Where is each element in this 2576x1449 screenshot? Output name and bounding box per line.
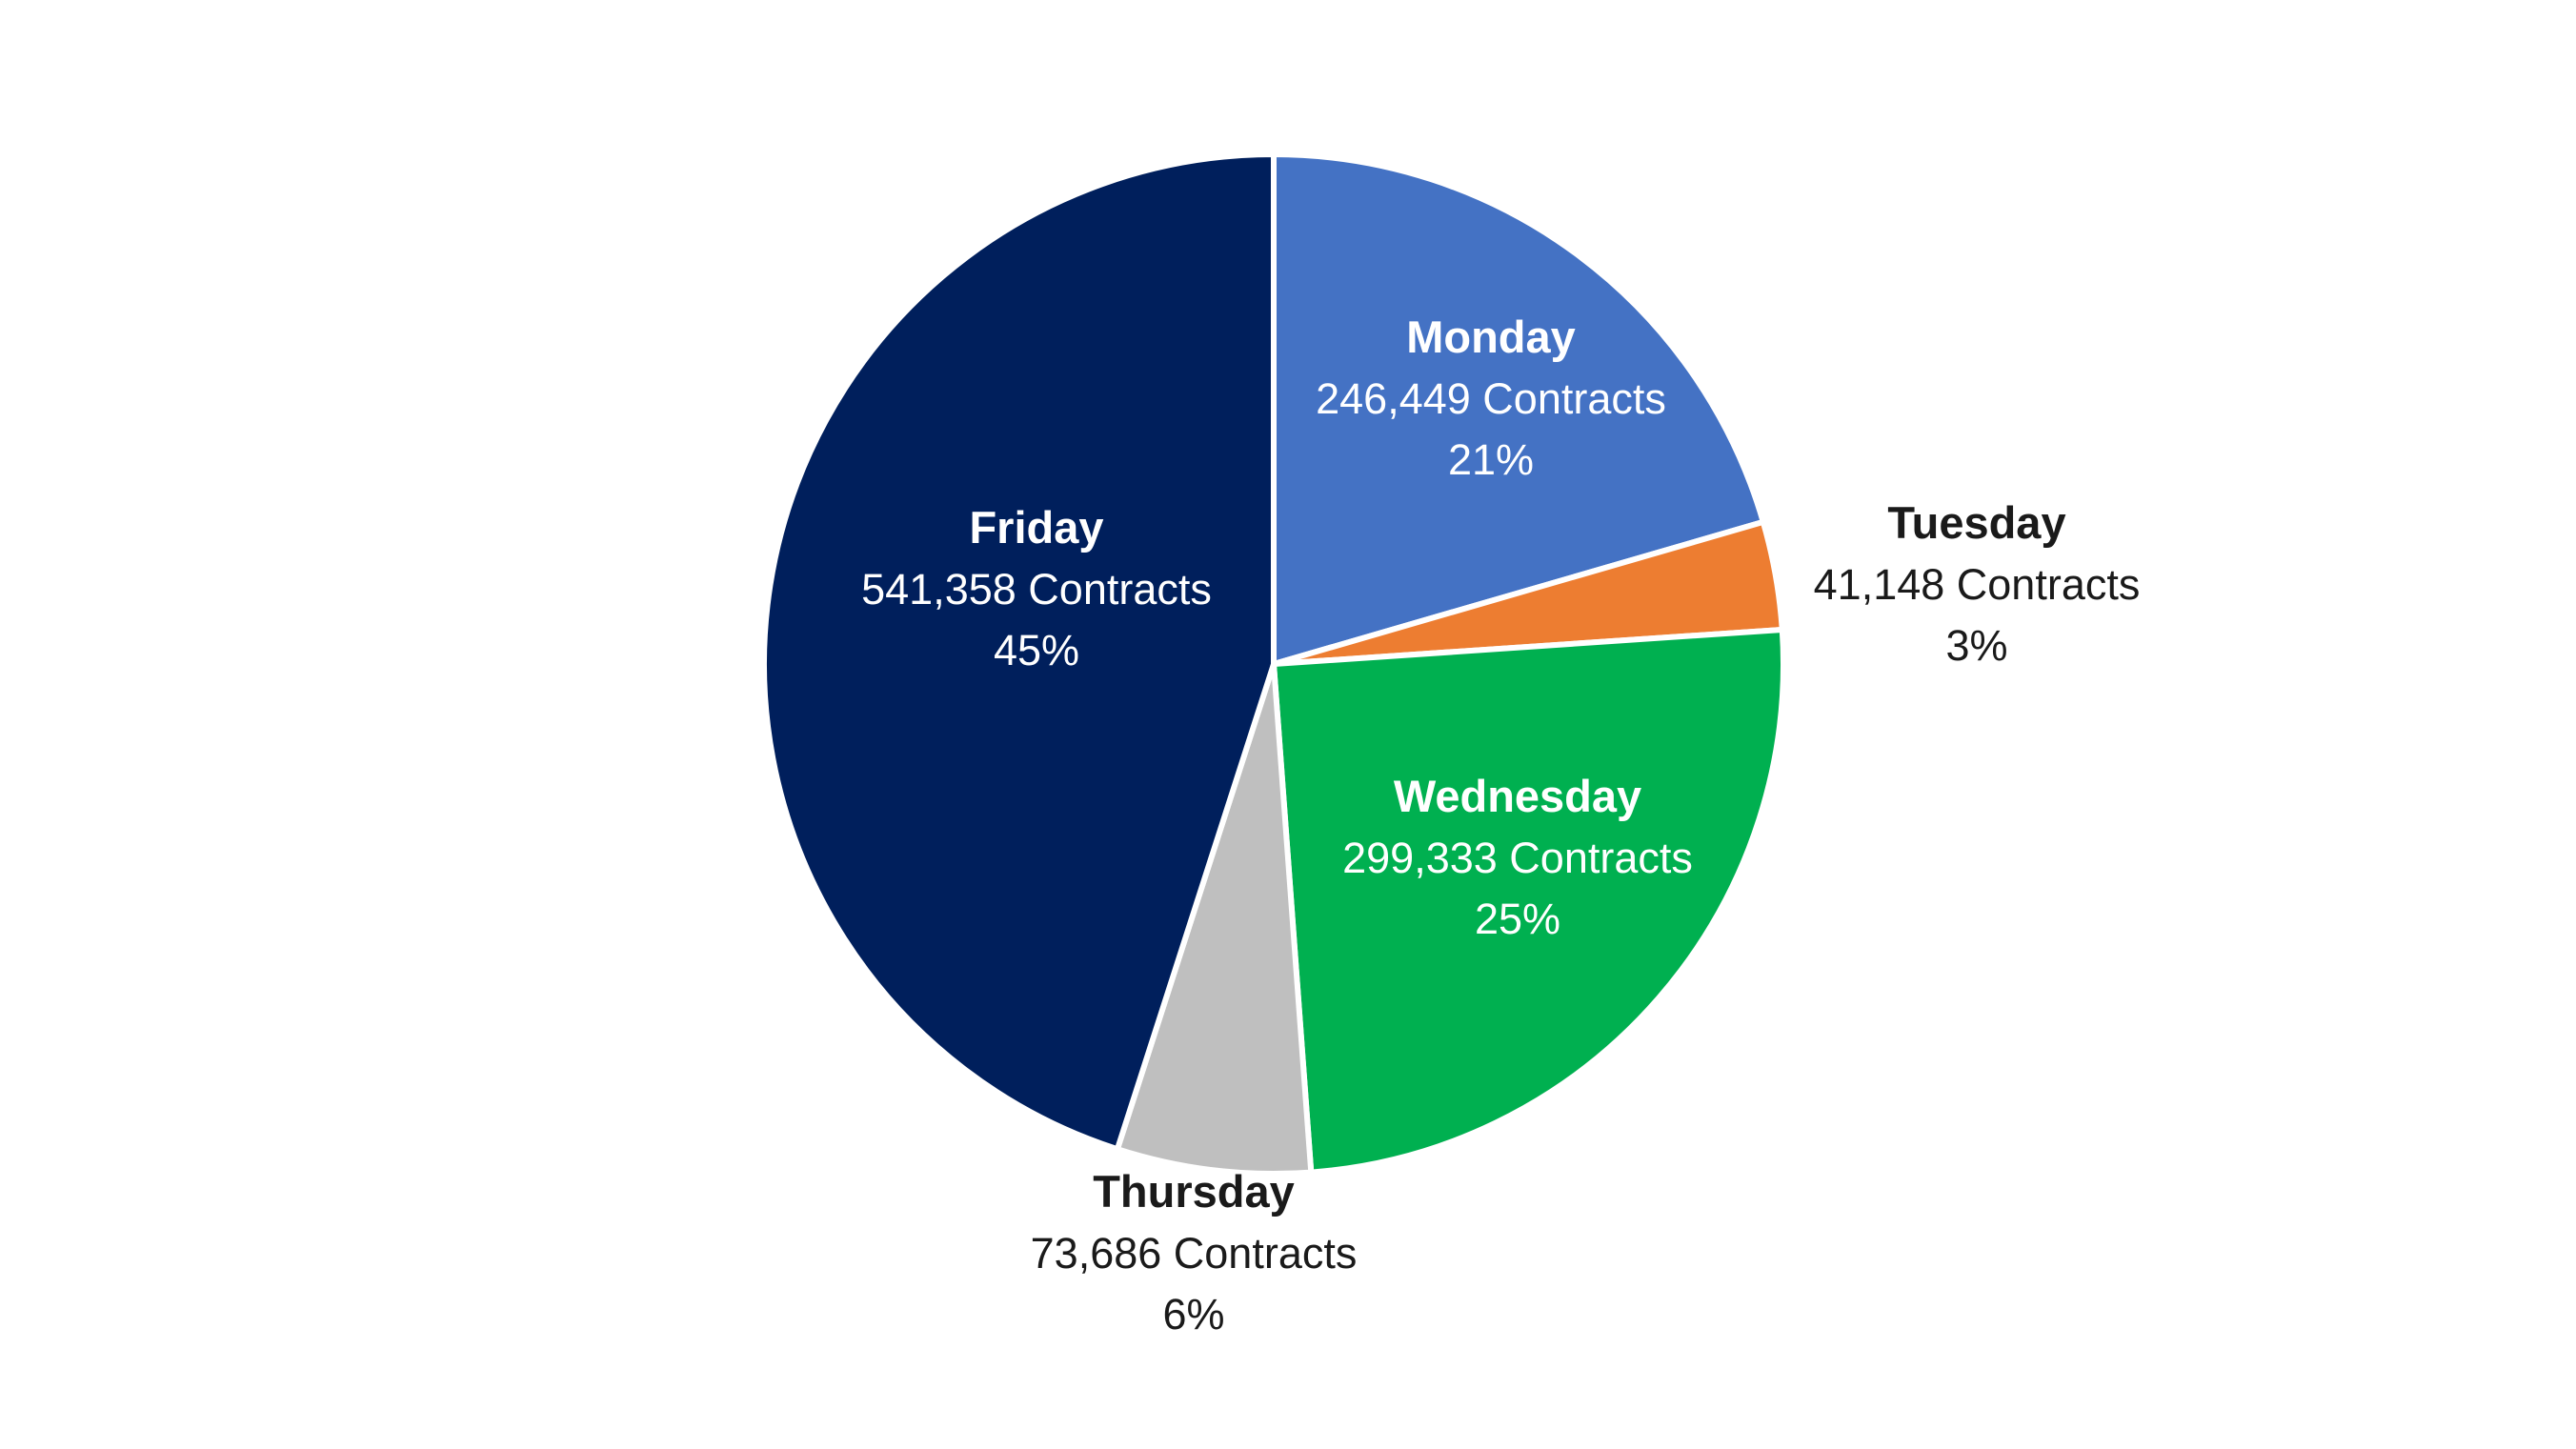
slice-name-friday: Friday (969, 502, 1103, 553)
slice-value-label-thursday: 73,686 Contracts (1031, 1229, 1358, 1278)
pie-slice-thursday (1114, 661, 1315, 1177)
slice-percent-label-monday: 21% (1448, 435, 1534, 484)
pie-labels: Monday 246,449 Contracts 21% Tuesday 41,148 … (861, 312, 2140, 1338)
slice-name-tuesday: Tuesday (1887, 497, 2065, 548)
pie-slice-wednesday (1271, 626, 1786, 1176)
slice-percent-label-wednesday: 25% (1475, 895, 1560, 943)
data-label-monday: Monday 246,449 Contracts 21% (1316, 312, 1666, 484)
slice-value-label-tuesday: 41,148 Contracts (1814, 560, 2141, 609)
slice-percent-label-thursday: 6% (1162, 1290, 1224, 1338)
slice-name-thursday: Thursday (1093, 1166, 1295, 1217)
pie-slice-friday (761, 151, 1277, 1153)
pie-slices (761, 151, 1786, 1177)
slice-percent-label-friday: 45% (994, 626, 1079, 674)
slice-percent-label-tuesday: 3% (1945, 621, 2007, 670)
data-label-tuesday: Tuesday 41,148 Contracts 3% (1814, 497, 2141, 670)
slice-value-label-friday: 541,358 Contracts (861, 565, 1212, 614)
pie-slice-monday (1271, 151, 1766, 667)
slice-value-label-wednesday: 299,333 Contracts (1342, 834, 1693, 882)
slice-value-label-monday: 246,449 Contracts (1316, 374, 1666, 423)
data-label-friday: Friday 541,358 Contracts 45% (861, 502, 1212, 674)
slice-name-monday: Monday (1406, 312, 1576, 362)
data-label-thursday: Thursday 73,686 Contracts 6% (1031, 1166, 1358, 1338)
slice-name-wednesday: Wednesday (1394, 771, 1641, 821)
data-label-wednesday: Wednesday 299,333 Contracts 25% (1342, 771, 1693, 943)
